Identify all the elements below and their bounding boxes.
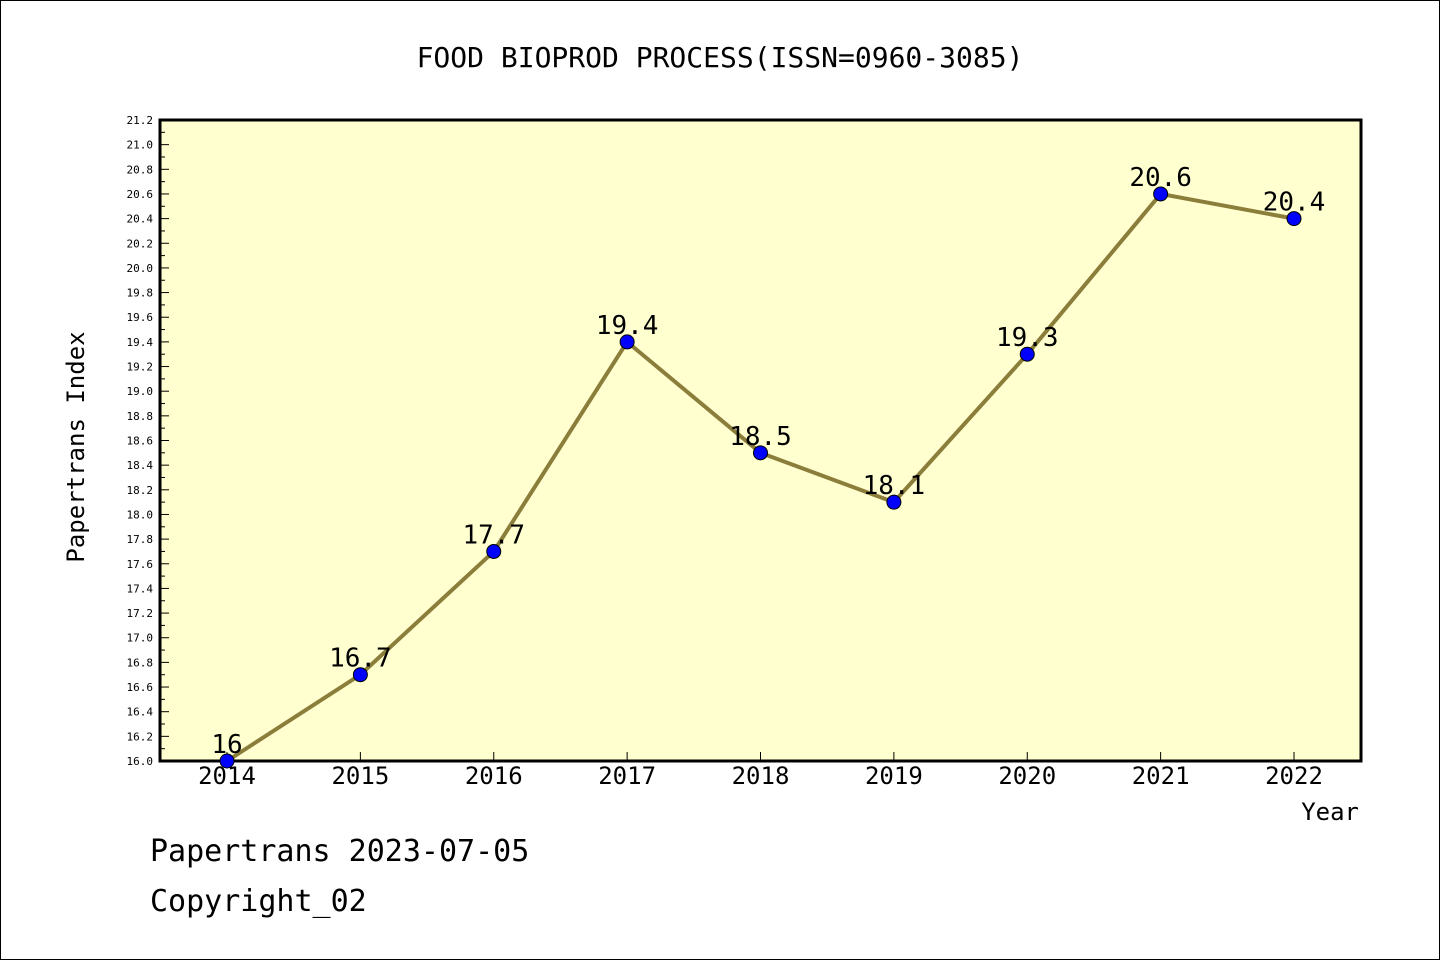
chart-title: FOOD BIOPROD PROCESS(ISSN=0960-3085) xyxy=(417,41,1024,74)
data-label: 18.5 xyxy=(729,422,792,452)
y-tick-label: 19.8 xyxy=(127,287,154,300)
y-tick-label: 19.6 xyxy=(127,311,154,324)
y-tick-label: 16.6 xyxy=(127,681,154,694)
plot-area xyxy=(158,118,1363,763)
y-axis-title: Papertrans Index xyxy=(62,331,90,562)
y-tick-label: 20.0 xyxy=(127,262,154,275)
x-tick-label: 2017 xyxy=(598,762,656,790)
data-label: 19.4 xyxy=(596,311,659,341)
y-tick-label: 17.2 xyxy=(127,607,154,620)
x-tick-label: 2021 xyxy=(1132,762,1190,790)
y-tick-label: 20.4 xyxy=(127,213,154,226)
data-point xyxy=(352,667,368,683)
y-tick-label: 19.2 xyxy=(127,361,154,374)
data-point xyxy=(219,753,235,769)
data-point xyxy=(1286,211,1302,227)
data-point xyxy=(753,445,768,461)
x-tick-label: 2020 xyxy=(998,762,1056,790)
y-tick-label: 16.2 xyxy=(127,730,154,743)
data-label: 17.7 xyxy=(462,520,525,550)
x-tick-label: 2016 xyxy=(465,762,523,790)
y-tick-label: 16.8 xyxy=(127,656,154,669)
y-tick-label: 20.8 xyxy=(127,163,154,176)
y-tick-label: 17.6 xyxy=(127,558,154,571)
x-tick-label: 2015 xyxy=(331,762,389,790)
data-label: 20.4 xyxy=(1263,188,1326,218)
y-tick-label: 16.4 xyxy=(127,706,154,719)
data-label: 19.3 xyxy=(996,323,1059,353)
y-tick-label: 18.8 xyxy=(127,410,154,423)
y-tick-label: 17.0 xyxy=(127,632,154,645)
data-label: 16 xyxy=(211,730,242,760)
footer-copyright: Copyright_02 xyxy=(150,884,367,919)
data-point xyxy=(886,494,902,510)
y-tick-label: 18.6 xyxy=(127,435,154,448)
y-tick-label: 18.0 xyxy=(127,508,154,521)
series-markers xyxy=(219,186,1302,769)
data-point xyxy=(619,334,635,350)
y-tick-label: 21.0 xyxy=(127,139,154,152)
data-label: 18.1 xyxy=(863,471,926,501)
data-labels: 16 16.7 17.7 19.4 18.5 18.1 19.3 20.6 20.4 xyxy=(211,163,1325,760)
y-tick-label: 16.0 xyxy=(127,755,154,768)
y-tick-label: 20.6 xyxy=(127,188,154,201)
y-tick-label: 19.4 xyxy=(127,336,154,349)
y-tick-label: 17.4 xyxy=(127,582,154,595)
y-tick-label: 21.2 xyxy=(127,114,154,127)
y-axis: 16.0 16.2 16.4 16.6 16.8 17.0 17.2 17.4 17.6 17.8… xyxy=(127,114,169,768)
x-axis: 2014 2015 2016 2017 2018 2019 2020 2021 2022 xyxy=(198,752,1323,790)
y-tick-label: 20.2 xyxy=(127,237,154,250)
x-tick-label: 2019 xyxy=(865,762,923,790)
x-axis-title: Year xyxy=(1301,798,1359,826)
x-tick-label: 2022 xyxy=(1265,762,1323,790)
y-tick-label: 18.2 xyxy=(127,484,154,497)
data-label: 20.6 xyxy=(1129,163,1192,193)
y-tick-label: 18.4 xyxy=(127,459,154,472)
data-point xyxy=(486,543,502,559)
data-label: 16.7 xyxy=(329,644,392,674)
data-point xyxy=(1153,186,1169,202)
footer-date: Papertrans 2023-07-05 xyxy=(150,834,530,869)
y-tick-label: 17.8 xyxy=(127,533,154,546)
y-tick-label: 19.0 xyxy=(127,385,154,398)
data-point xyxy=(1019,346,1035,362)
x-tick-label: 2018 xyxy=(732,762,790,790)
